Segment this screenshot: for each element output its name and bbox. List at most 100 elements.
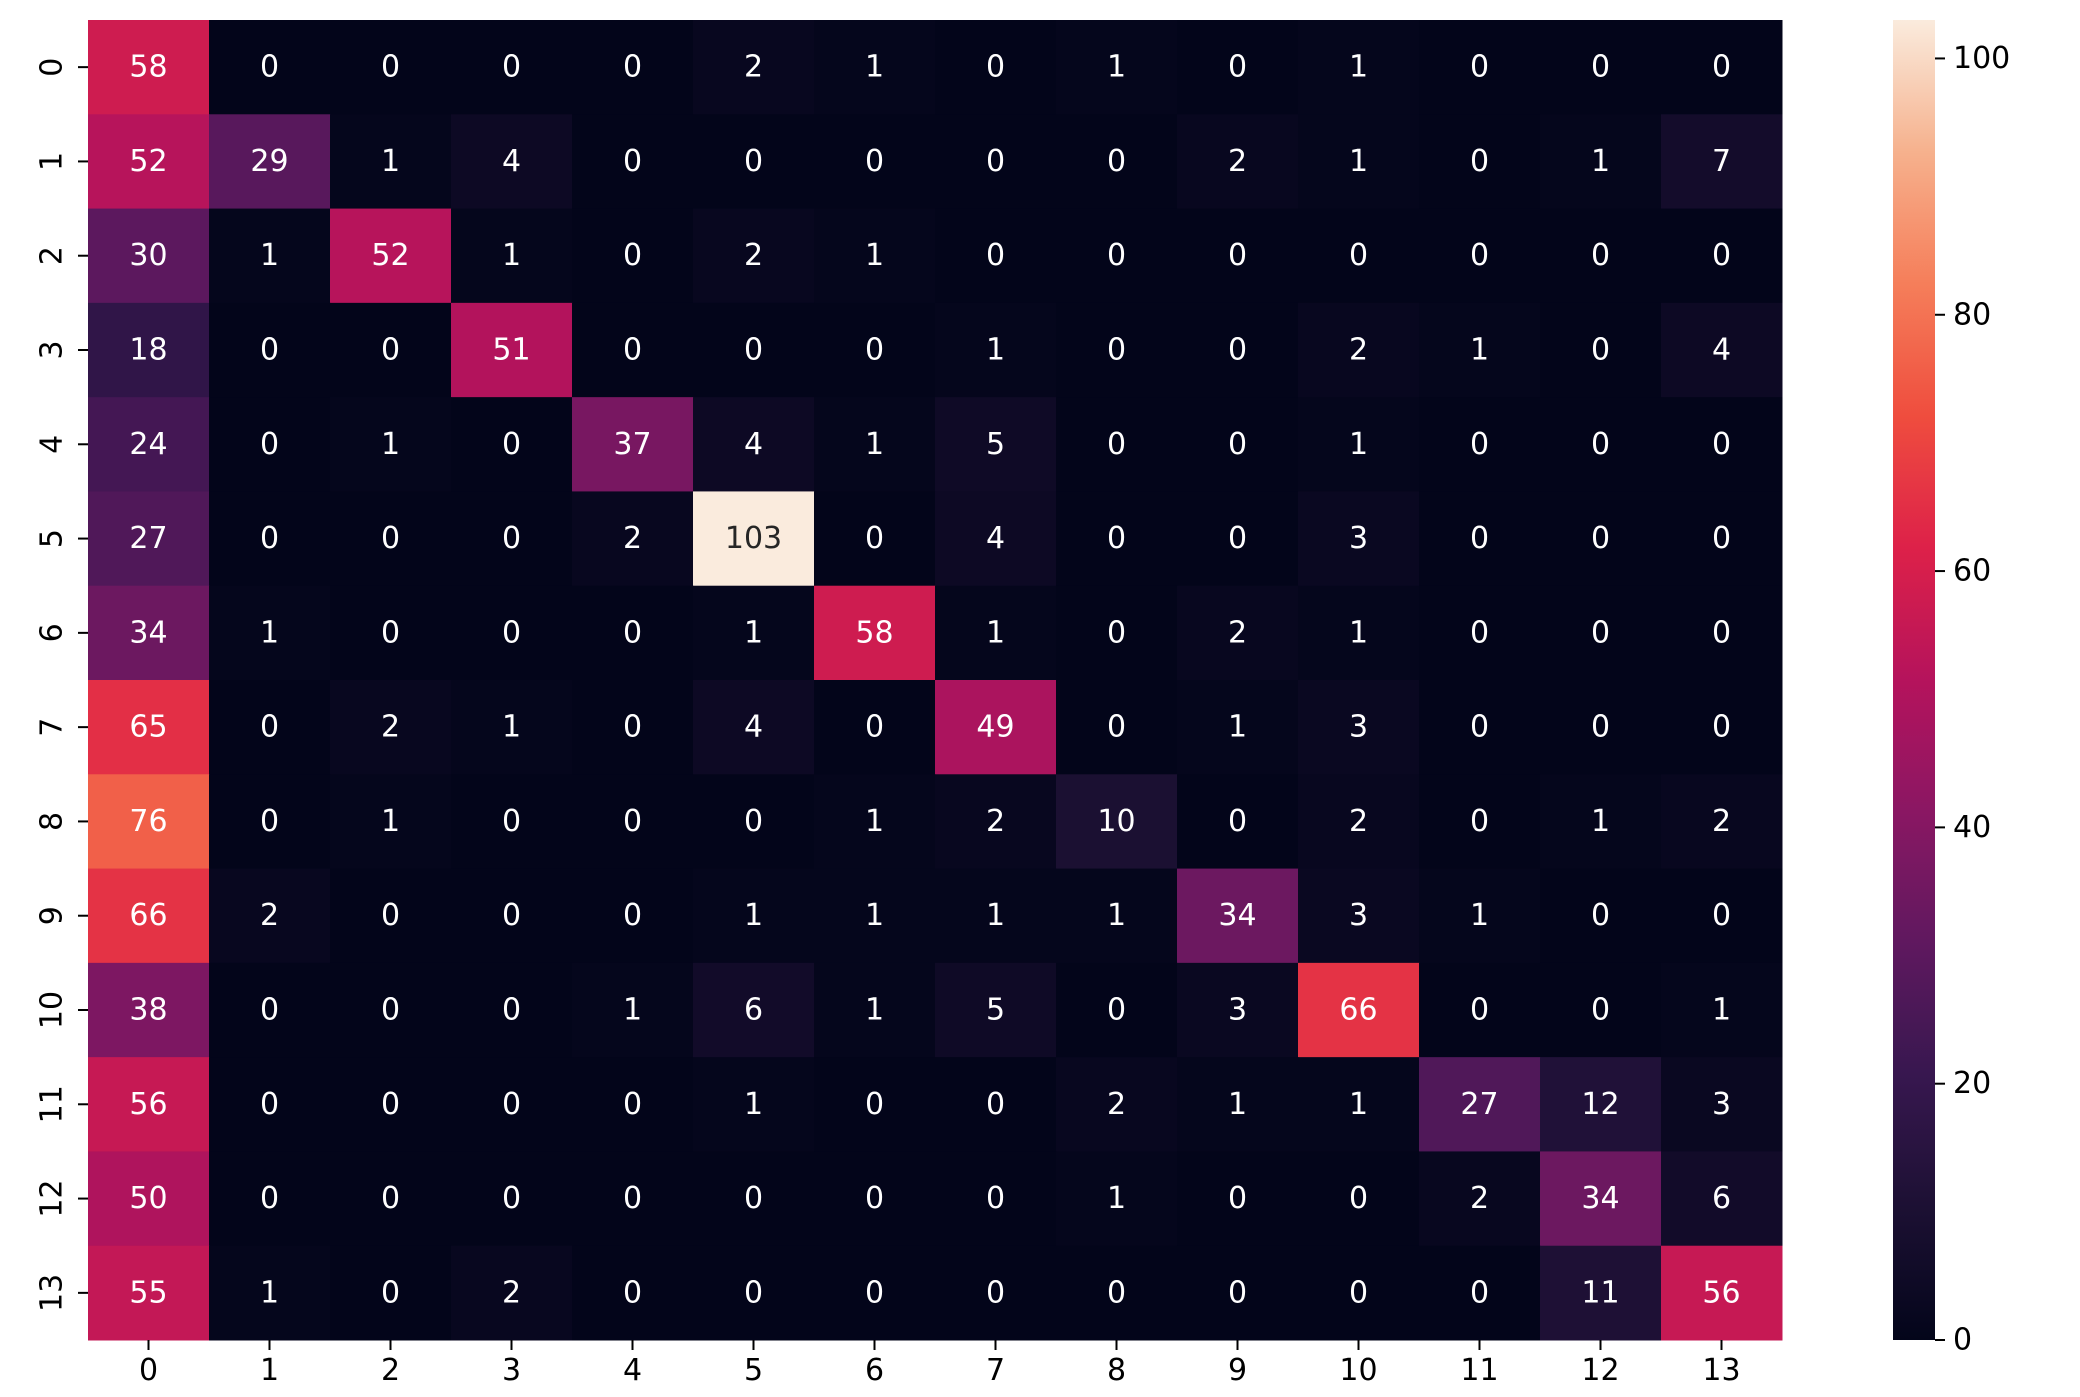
heatmap-cell-value: 55 <box>129 1275 167 1310</box>
heatmap-cell-value: 0 <box>623 710 642 745</box>
heatmap-cell-value: 29 <box>250 144 288 179</box>
heatmap-cell <box>1419 1245 1541 1341</box>
heatmap-cell <box>1540 1151 1662 1247</box>
heatmap-cell-value: 2 <box>1349 804 1368 839</box>
heatmap-cell <box>1419 114 1541 210</box>
heatmap-cell <box>1661 1057 1783 1152</box>
heatmap-cell <box>330 114 452 210</box>
heatmap-cell-value: 0 <box>986 1087 1005 1122</box>
heatmap-cell-value: 0 <box>865 521 884 556</box>
heatmap-cell-value: 0 <box>502 427 521 462</box>
heatmap-cell-value: 0 <box>1470 50 1489 85</box>
heatmap-cell-value: 1 <box>1349 144 1368 179</box>
heatmap-cell-value: 1 <box>1470 333 1489 368</box>
heatmap-cell <box>935 774 1057 870</box>
heatmap-cell-value: 10 <box>1097 804 1135 839</box>
heatmap-cell-value: 1 <box>865 898 884 933</box>
heatmap-cell <box>935 1245 1057 1341</box>
heatmap-cell-value: 1 <box>502 238 521 273</box>
heatmap-cell-value: 2 <box>744 238 763 273</box>
heatmap-cell <box>1177 1151 1299 1247</box>
heatmap-cell <box>88 491 210 587</box>
heatmap-cell-value: 0 <box>502 521 521 556</box>
heatmap-cell <box>572 585 694 681</box>
y-tick-label: 11 <box>35 1085 70 1123</box>
heatmap-cell-value: 2 <box>744 50 763 85</box>
heatmap-cell <box>330 302 452 398</box>
heatmap-cell-value: 1 <box>1228 1087 1247 1122</box>
heatmap-cell <box>330 868 452 964</box>
heatmap-cell <box>88 397 210 492</box>
heatmap-cell <box>451 1245 573 1341</box>
heatmap-cell-value: 0 <box>1591 710 1610 745</box>
heatmap-cell-value: 0 <box>1228 333 1247 368</box>
heatmap-cell-value: 1 <box>1349 1087 1368 1122</box>
heatmap-cell-value: 1 <box>1107 1181 1126 1216</box>
heatmap-cell-value: 0 <box>1712 710 1731 745</box>
heatmap-cell <box>1540 774 1662 870</box>
colorbar: 0 20 40 60 80 100 <box>1893 20 2010 1358</box>
heatmap-cell-value: 1 <box>986 898 1005 933</box>
heatmap-cell-value: 0 <box>1107 993 1126 1028</box>
heatmap-cell <box>814 1151 936 1247</box>
heatmap-cell <box>1419 1057 1541 1152</box>
x-tick-label: 12 <box>1581 1353 1619 1388</box>
heatmap-cell <box>1298 774 1420 870</box>
heatmap-cell <box>572 868 694 964</box>
heatmap-cell-value: 0 <box>1712 50 1731 85</box>
heatmap-cell-value: 0 <box>381 1275 400 1310</box>
heatmap-cell <box>572 20 694 115</box>
heatmap-cell <box>1540 397 1662 492</box>
heatmap-cell <box>1298 585 1420 681</box>
heatmap-cell <box>1177 680 1299 775</box>
heatmap-cell <box>814 114 936 210</box>
heatmap-cell <box>693 774 815 870</box>
heatmap-cell-value: 1 <box>381 427 400 462</box>
heatmap-cell-value: 0 <box>260 333 279 368</box>
heatmap-cell <box>88 1057 210 1152</box>
heatmap-cell <box>209 962 331 1058</box>
heatmap-cell <box>209 1057 331 1152</box>
heatmap-cell-value: 0 <box>502 1181 521 1216</box>
heatmap-cell <box>935 20 1057 115</box>
heatmap-cell-value: 0 <box>1470 710 1489 745</box>
heatmap-cell <box>693 20 815 115</box>
heatmap-cell <box>1419 302 1541 398</box>
heatmap-cell <box>814 868 936 964</box>
heatmap-cell-value: 0 <box>1591 615 1610 650</box>
heatmap-cell-value: 5 <box>986 993 1005 1028</box>
heatmap-cell-value: 0 <box>381 50 400 85</box>
heatmap-cell-value: 0 <box>623 1275 642 1310</box>
heatmap-cell-value: 0 <box>623 50 642 85</box>
heatmap-cell <box>451 1151 573 1247</box>
heatmap-cell-value: 0 <box>623 144 642 179</box>
heatmap-cell <box>451 491 573 587</box>
heatmap-cell-value: 56 <box>1702 1275 1740 1310</box>
heatmap-cell-value: 0 <box>381 615 400 650</box>
heatmap-cell <box>1540 491 1662 587</box>
heatmap-cell <box>1056 491 1178 587</box>
heatmap-cell-value: 1 <box>865 50 884 85</box>
heatmap-cell-value: 0 <box>1228 521 1247 556</box>
heatmap-cell <box>1661 774 1783 870</box>
heatmap-cell-value: 0 <box>865 1087 884 1122</box>
heatmap-cell <box>1056 302 1178 398</box>
heatmap-cell <box>1419 680 1541 775</box>
heatmap-cell <box>1419 1151 1541 1247</box>
heatmap-cell-value: 0 <box>1107 333 1126 368</box>
heatmap-cell-value: 0 <box>260 993 279 1028</box>
heatmap-cell <box>572 1245 694 1341</box>
heatmap-cell-value: 2 <box>260 898 279 933</box>
heatmap-cell <box>572 680 694 775</box>
heatmap-cell-value: 0 <box>1470 804 1489 839</box>
y-tick-label: 13 <box>35 1274 70 1312</box>
heatmap-cell <box>814 585 936 681</box>
heatmap-cell <box>693 491 815 587</box>
heatmap-cell-value: 0 <box>865 333 884 368</box>
x-tick-label: 4 <box>623 1353 642 1388</box>
heatmap-cell <box>88 114 210 210</box>
heatmap-cell-value: 0 <box>744 144 763 179</box>
heatmap-cell-value: 1 <box>1470 898 1489 933</box>
y-tick-label: 8 <box>35 812 70 831</box>
heatmap-cell <box>693 585 815 681</box>
